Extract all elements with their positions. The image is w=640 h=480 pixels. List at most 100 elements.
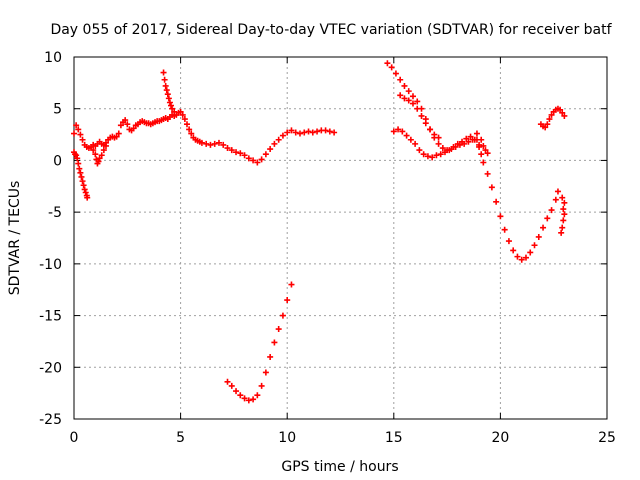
- data-point: [241, 395, 248, 402]
- data-point: [96, 155, 103, 162]
- data-point: [401, 95, 408, 102]
- data-point: [76, 165, 83, 172]
- data-point: [331, 129, 338, 136]
- data-point: [102, 142, 109, 149]
- data-point: [72, 151, 79, 158]
- data-point: [420, 151, 427, 158]
- data-point: [275, 136, 282, 143]
- data-point: [168, 102, 175, 109]
- data-point: [267, 146, 274, 153]
- data-point: [437, 151, 444, 158]
- data-point: [488, 184, 495, 191]
- data-point: [397, 76, 404, 83]
- data-point: [113, 133, 120, 140]
- data-point: [166, 99, 173, 106]
- data-point: [164, 91, 171, 98]
- data-point: [100, 147, 107, 154]
- data-point: [284, 129, 291, 136]
- data-point: [254, 392, 261, 399]
- plot-frame: [73, 56, 608, 420]
- data-point: [262, 369, 269, 376]
- data-point: [429, 154, 436, 161]
- data-point: [484, 150, 491, 157]
- data-point: [124, 121, 131, 128]
- data-point: [480, 142, 487, 149]
- x-tick-label: 0: [70, 430, 79, 446]
- data-point: [473, 130, 480, 137]
- data-point: [559, 194, 566, 201]
- data-point: [81, 186, 88, 193]
- data-point: [78, 173, 85, 180]
- data-point: [514, 253, 521, 260]
- data-point: [558, 229, 565, 236]
- y-tick-label: 5: [53, 102, 62, 118]
- data-point: [250, 396, 257, 403]
- data-point: [79, 136, 86, 143]
- data-point: [181, 116, 188, 123]
- y-tick-label: 10: [44, 50, 62, 66]
- data-point: [478, 136, 485, 143]
- axis-ticks: 0 5 10 15 20 25 -25 -20 -15 -10 -5 0 5 10: [39, 50, 616, 446]
- data-point: [160, 69, 167, 76]
- data-point: [220, 141, 227, 148]
- data-point: [237, 392, 244, 399]
- data-point: [395, 126, 402, 133]
- data-point: [403, 132, 410, 139]
- data-point: [245, 155, 252, 162]
- data-point: [326, 128, 333, 135]
- data-point: [258, 156, 265, 163]
- data-point: [130, 125, 137, 132]
- data-point: [115, 130, 122, 137]
- data-point: [384, 60, 391, 67]
- data-point: [309, 129, 316, 136]
- x-tick-label: 15: [385, 430, 403, 446]
- data-point: [561, 112, 568, 119]
- data-point: [301, 129, 308, 136]
- data-point: [224, 145, 231, 152]
- data-point: [284, 297, 291, 304]
- data-point: [493, 198, 500, 205]
- data-point: [409, 100, 416, 107]
- data-point: [401, 82, 408, 89]
- data-point: [412, 140, 419, 147]
- data-point: [463, 135, 470, 142]
- data-point: [279, 132, 286, 139]
- data-point: [75, 160, 82, 167]
- data-point: [203, 140, 210, 147]
- x-tick-label: 20: [491, 430, 509, 446]
- data-point: [405, 97, 412, 104]
- data-point: [397, 92, 404, 99]
- data-point: [233, 149, 240, 156]
- data-point: [510, 247, 517, 254]
- data-point: [98, 152, 105, 159]
- data-point: [450, 143, 457, 150]
- data-point: [544, 215, 551, 222]
- data-point: [405, 88, 412, 95]
- data-point: [211, 140, 218, 147]
- data-point: [439, 145, 446, 152]
- data-point: [254, 159, 261, 166]
- data-point: [77, 169, 84, 176]
- data-point: [186, 126, 193, 133]
- data-point: [557, 106, 564, 113]
- y-tick-label: -20: [39, 360, 62, 376]
- data-point: [207, 141, 214, 148]
- data-point: [163, 87, 170, 94]
- data-point: [390, 128, 397, 135]
- data-point: [241, 152, 248, 159]
- data-point: [183, 121, 190, 128]
- data-point: [554, 188, 561, 195]
- data-point: [169, 105, 176, 112]
- data-point: [171, 108, 178, 115]
- x-tick-label: 25: [598, 430, 616, 446]
- data-point: [399, 128, 406, 135]
- data-point: [74, 155, 81, 162]
- data-point: [267, 353, 274, 360]
- data-point: [546, 116, 553, 123]
- data-point: [559, 109, 566, 116]
- data-point: [459, 138, 466, 145]
- data-point: [177, 108, 184, 115]
- data-point: [505, 238, 512, 245]
- data-point: [250, 157, 257, 164]
- data-point: [427, 126, 434, 133]
